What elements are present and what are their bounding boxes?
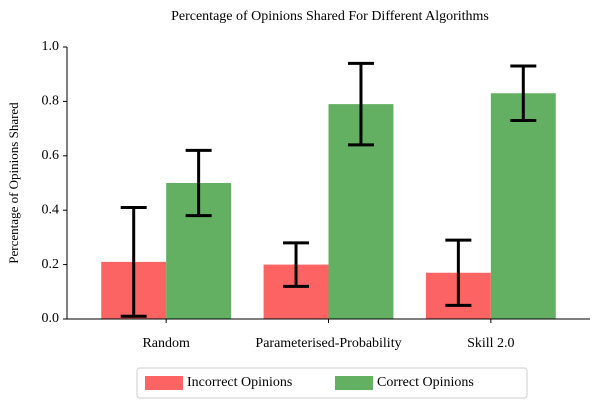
- y-tick-label: 0.4: [42, 202, 60, 217]
- y-tick-label: 0.6: [42, 148, 60, 163]
- chart-title: Percentage of Opinions Shared For Differ…: [171, 9, 489, 24]
- error-bar: [347, 61, 374, 147]
- error-bar: [510, 64, 537, 122]
- y-tick-label: 0.8: [42, 94, 60, 109]
- x-tick-label: Parameterised-Probability: [255, 336, 401, 351]
- error-bar: [445, 238, 472, 307]
- error-bar: [283, 241, 310, 288]
- bar: [490, 93, 556, 320]
- legend-swatch: [335, 376, 373, 390]
- y-tick-label: 0.2: [42, 257, 60, 272]
- legend-box: [136, 367, 528, 399]
- x-tick-label: Random: [142, 336, 190, 351]
- legend-label: Incorrect Opinions: [187, 375, 292, 390]
- y-tick-label: 0.0: [42, 311, 60, 326]
- y-axis-label: Percentage of Opinions Shared: [6, 102, 21, 264]
- error-bar: [185, 148, 212, 218]
- legend-swatch: [145, 376, 183, 390]
- error-bar: [120, 205, 147, 318]
- legend-label: Correct Opinions: [377, 375, 474, 390]
- y-tick-label: 1.0: [42, 39, 60, 54]
- x-tick-label: Skill 2.0: [467, 336, 514, 351]
